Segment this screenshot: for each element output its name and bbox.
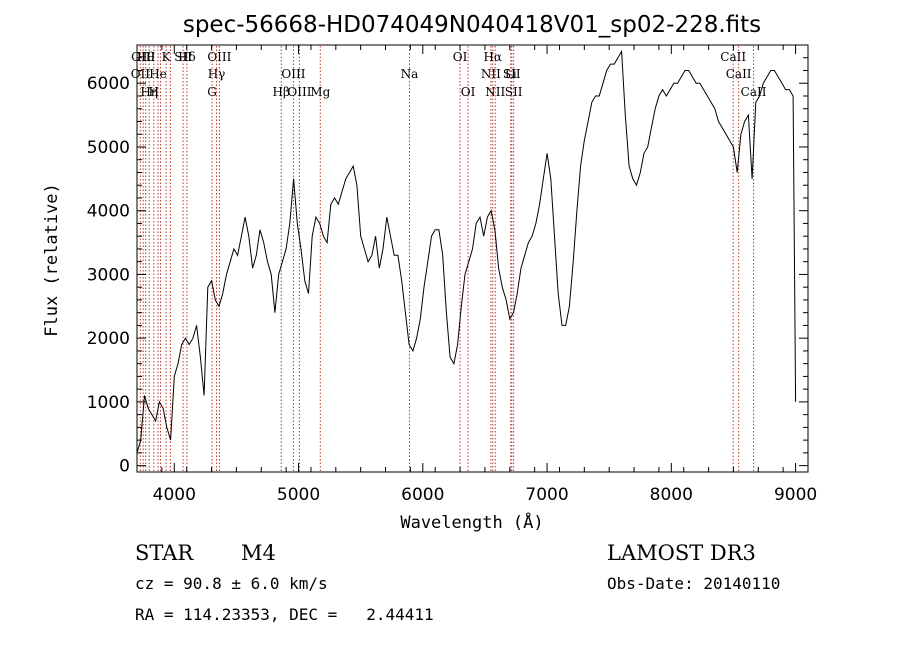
y-axis-label: Flux (relative) bbox=[42, 183, 62, 337]
y-tick-label-0: 0 bbox=[119, 457, 130, 477]
spectrum-line bbox=[136, 49, 797, 454]
marker-label-r2-2: H bbox=[149, 85, 159, 99]
object-class: STAR bbox=[135, 541, 194, 565]
object-subclass: M4 bbox=[241, 541, 276, 565]
marker-label-r2-6: OI bbox=[461, 85, 476, 99]
marker-label-r0-0: Hθ bbox=[137, 50, 155, 64]
marker-label-r2-8: SII bbox=[505, 85, 523, 99]
marker-label-r0-6: Hα bbox=[483, 50, 502, 64]
plot-frame bbox=[136, 44, 809, 473]
x-axis-ticks: 4000 5000 6000 7000 8000 9000 bbox=[136, 45, 817, 505]
marker-label-r1-0: OII bbox=[131, 67, 151, 81]
survey-name: LAMOST DR3 bbox=[607, 541, 756, 565]
marker-label-r1-5: Na bbox=[401, 67, 419, 81]
redshift-readout: cz = 90.8 ± 6.0 km/s bbox=[135, 574, 328, 593]
marker-label-r1-4: OIII bbox=[281, 67, 305, 81]
marker-label-r2-5: Mg bbox=[310, 85, 330, 99]
marker-label-r0-8: CaII bbox=[720, 50, 746, 64]
marker-label-r1-8: CaII bbox=[726, 67, 752, 81]
y-tick-label-5: 5000 bbox=[87, 138, 130, 158]
marker-label-r0-1: K bbox=[162, 50, 172, 64]
x-tick-label-4: 8000 bbox=[650, 485, 693, 505]
x-axis-label: Wavelength (Å) bbox=[400, 511, 543, 533]
coordinates-readout: RA = 114.23353, DEC = 2.44411 bbox=[135, 605, 434, 624]
marker-label-r1-7: Li bbox=[505, 67, 517, 81]
marker-label-r1-1: He bbox=[149, 67, 167, 81]
marker-label-r2-7: NII bbox=[485, 85, 505, 99]
marker-label-r0-4: OIII bbox=[207, 50, 231, 64]
y-tick-label-3: 3000 bbox=[87, 265, 130, 285]
y-axis-ticks: 0 1000 2000 3000 4000 5000 6000 bbox=[87, 44, 808, 477]
x-tick-label-3: 7000 bbox=[525, 485, 568, 505]
marker-label-r0-3: OIII bbox=[131, 50, 155, 64]
y-tick-label-2: 2000 bbox=[87, 329, 130, 349]
marker-label-r2-0: OIII bbox=[287, 85, 311, 99]
x-tick-label-0: 4000 bbox=[153, 485, 196, 505]
spectrum-series bbox=[136, 49, 797, 454]
marker-label-r1-3: Hγ bbox=[208, 67, 226, 81]
marker-label-r2-1: Hη bbox=[140, 85, 158, 99]
marker-label-r1-2: SII bbox=[503, 67, 521, 81]
marker-label-r0-5: OI bbox=[453, 50, 468, 64]
marker-label-r0-2: Hδ bbox=[178, 50, 196, 64]
y-tick-label-1: 1000 bbox=[87, 393, 130, 413]
marker-label-r0-7: SII bbox=[174, 50, 192, 64]
y-tick-label-6: 6000 bbox=[87, 74, 130, 94]
chart-title: spec-56668-HD074049N040418V01_sp02-228.f… bbox=[183, 12, 761, 38]
x-tick-label-2: 6000 bbox=[401, 485, 444, 505]
observation-date: Obs-Date: 20140110 bbox=[607, 574, 780, 593]
spectral-line-markers bbox=[139, 46, 755, 471]
y-tick-label-4: 4000 bbox=[87, 202, 130, 222]
marker-label-r2-3: G bbox=[207, 85, 217, 99]
marker-label-r2-4: Hβ bbox=[273, 85, 290, 99]
marker-label-r2-9: CaII bbox=[741, 85, 767, 99]
marker-label-r1-6: NII bbox=[481, 67, 501, 81]
x-tick-label-5: 9000 bbox=[774, 485, 817, 505]
x-tick-label-1: 5000 bbox=[277, 485, 320, 505]
